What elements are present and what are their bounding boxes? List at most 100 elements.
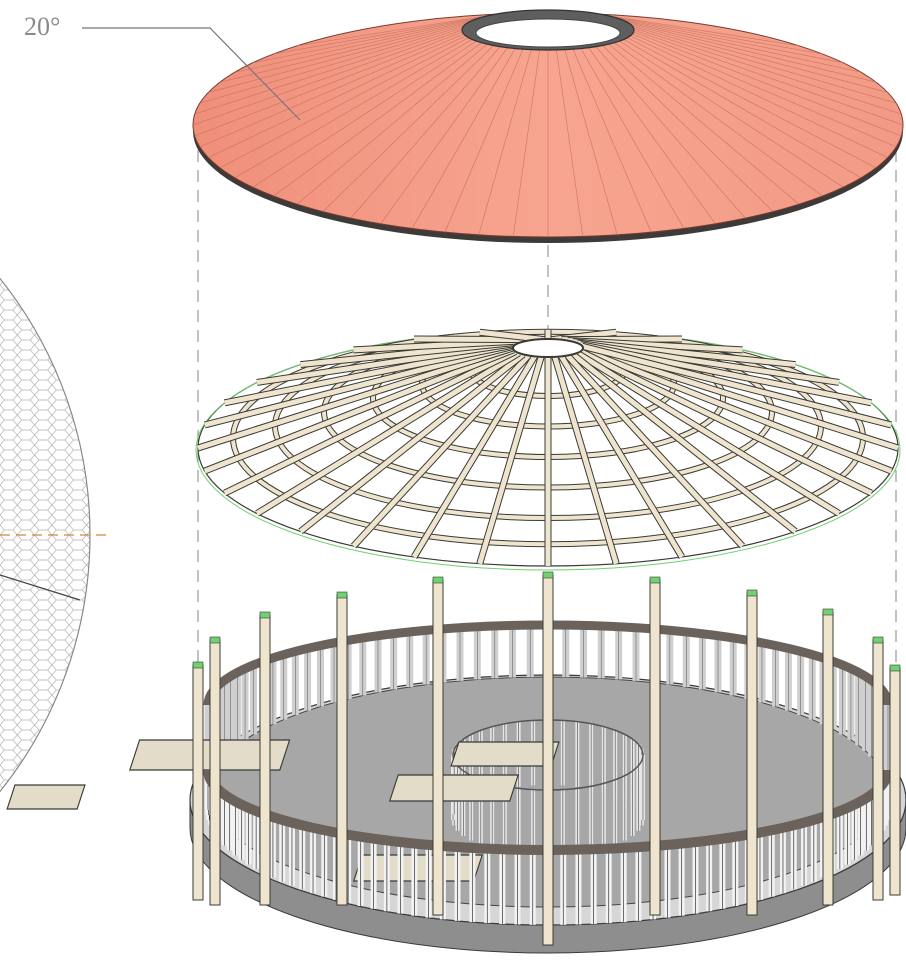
frame-rafter-face <box>197 345 514 451</box>
frame-rafter-face <box>575 350 841 516</box>
frame-rafter-face <box>479 329 542 342</box>
post <box>649 579 661 916</box>
bench <box>6 784 86 810</box>
roof-seam <box>627 22 877 83</box>
roof-seam <box>619 40 844 188</box>
roof-seam <box>630 35 888 158</box>
roof-frame <box>195 328 901 571</box>
frame-rafter-face <box>298 352 525 534</box>
frame-rafter-face <box>565 353 745 548</box>
bench <box>450 741 560 767</box>
roof-angle-label: 20° <box>24 12 61 41</box>
roof-seam <box>623 39 862 179</box>
frame-rafter-face <box>582 345 899 451</box>
roof-seam <box>614 16 823 55</box>
post <box>746 592 758 916</box>
roof-seam <box>619 18 844 64</box>
frame-crown-ring <box>512 338 584 358</box>
roof-seam <box>194 31 463 137</box>
frame-rafter-face <box>579 342 872 406</box>
roof-seam <box>199 33 464 148</box>
post <box>822 611 834 906</box>
roof-seam <box>633 27 902 115</box>
roof-seam <box>194 27 463 115</box>
post <box>542 574 554 946</box>
frame-rafter-face <box>255 350 521 516</box>
roof-seam <box>608 15 800 47</box>
roof-seam <box>273 42 482 197</box>
roof-seam <box>219 22 469 83</box>
frame-rafter-face <box>223 349 517 496</box>
roof-seam <box>632 33 897 148</box>
post <box>259 614 271 906</box>
roof-seam <box>602 45 774 212</box>
roof-seam <box>595 46 746 219</box>
post <box>872 639 884 901</box>
post-cap <box>542 571 554 579</box>
roof-seam <box>208 23 466 93</box>
roof-seam <box>273 16 482 55</box>
roof-seam <box>478 49 532 235</box>
roof-seam <box>199 25 464 104</box>
roof-seam <box>556 49 584 237</box>
roof-cover <box>192 9 904 243</box>
roof-seam <box>234 39 473 179</box>
frame-rafter-face <box>571 352 798 534</box>
roof-seam <box>208 35 466 158</box>
post-cap <box>432 576 444 584</box>
frame-rafter-face <box>411 355 537 559</box>
roof-seam <box>234 20 473 73</box>
roof-seam <box>219 37 469 169</box>
post-cap <box>746 589 758 597</box>
post <box>432 579 444 916</box>
post-cap <box>192 661 204 669</box>
frame-rafter-face <box>204 343 515 428</box>
roof-seam <box>588 47 716 224</box>
roof-seam <box>632 25 897 104</box>
roof-seam <box>633 31 902 137</box>
frame-rafter-face <box>552 356 619 565</box>
roof-seam <box>380 47 508 224</box>
post-cap <box>209 636 221 644</box>
roof-seam <box>630 23 888 93</box>
post <box>209 639 221 906</box>
angle-leader-line <box>82 27 301 121</box>
roof-seam <box>608 43 800 205</box>
frame-rafter-face <box>559 355 685 559</box>
roof-seam <box>296 43 488 205</box>
roof-seam <box>252 18 477 64</box>
frame-rafter-face <box>579 349 873 496</box>
frame-rafter-face <box>351 353 531 548</box>
frame-rafter-face <box>581 347 893 474</box>
plan-leader-line <box>0 574 81 601</box>
roof-seam <box>633 29 904 126</box>
roof-seam <box>350 46 501 219</box>
post-cap <box>872 636 884 644</box>
roof-seam <box>580 48 685 229</box>
roof-seam <box>322 45 494 212</box>
post-cap <box>649 576 661 584</box>
roof-seam <box>252 40 477 188</box>
hex-pattern-plan <box>0 125 112 945</box>
post <box>889 667 901 896</box>
roof-seam <box>512 49 540 237</box>
roof-seam <box>296 15 488 47</box>
roof-seam <box>614 42 823 197</box>
frame-rafter-face <box>477 356 544 565</box>
roof-seam <box>572 49 652 233</box>
roof-seam <box>623 20 862 73</box>
post-cap <box>259 611 271 619</box>
post <box>336 594 348 906</box>
roof-seam <box>444 49 524 233</box>
post-cap <box>822 608 834 616</box>
bench <box>388 774 519 802</box>
post <box>192 664 204 901</box>
roof-opening-inner <box>475 18 621 48</box>
pavilion-base <box>6 571 906 954</box>
frame-rafter-face <box>203 347 515 474</box>
roof-seam <box>192 29 463 126</box>
frame-rafter-face <box>581 343 892 428</box>
roof-seam <box>627 37 877 169</box>
